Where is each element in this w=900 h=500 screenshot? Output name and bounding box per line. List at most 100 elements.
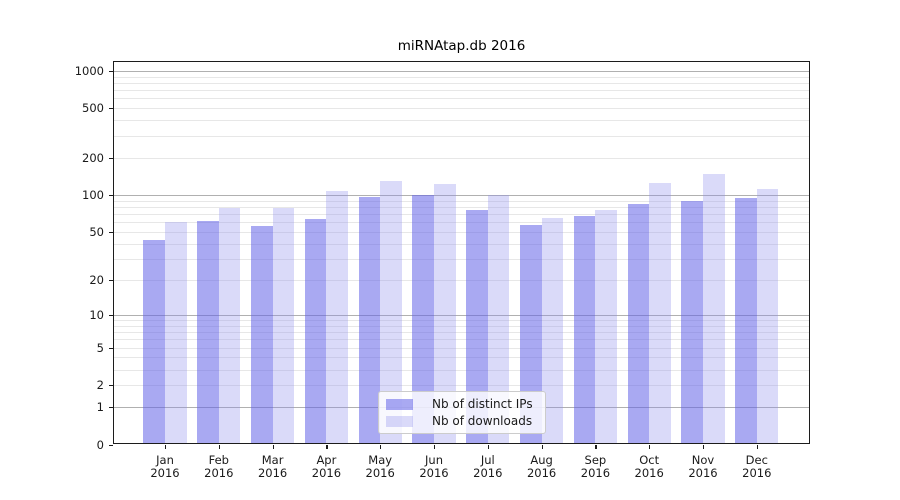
bar-downloads-may (380, 181, 402, 445)
x-axis-tick-label: Aug 2016 (526, 452, 557, 480)
y-axis-tick-label: 100 (82, 187, 104, 202)
minor-gridline (113, 339, 810, 341)
bar-downloads-oct (649, 183, 671, 445)
major-gridline (113, 70, 810, 72)
y-tick-mark (109, 108, 113, 110)
y-axis-tick-label: 5 (96, 340, 104, 355)
minor-gridline (113, 243, 810, 245)
x-axis-tick-label: Dec 2016 (742, 452, 772, 480)
minor-gridline (113, 206, 810, 208)
minor-gridline (113, 98, 810, 100)
major-gridline (113, 194, 810, 196)
bar-downloads-mar (272, 208, 295, 445)
minor-gridline (113, 279, 810, 281)
x-tick-mark (541, 444, 543, 449)
x-axis-tick-label: Apr 2016 (311, 452, 342, 480)
y-axis-tick-label: 10 (89, 307, 104, 322)
minor-gridline (113, 76, 810, 78)
y-tick-mark (109, 385, 113, 387)
minor-gridline (113, 157, 810, 159)
x-tick-mark (380, 444, 382, 449)
y-axis-tick-label: 1 (96, 400, 104, 414)
bar-distinct-ips-jul (466, 210, 488, 445)
y-tick-mark (109, 157, 113, 159)
x-axis-tick-label: Sep 2016 (580, 452, 611, 480)
minor-gridline (113, 258, 810, 260)
minor-gridline (113, 90, 810, 92)
x-axis-tick-label: Jul 2016 (473, 452, 503, 480)
x-axis-tick-label: Feb 2016 (204, 452, 234, 480)
minor-gridline (113, 82, 810, 84)
minor-gridline (113, 120, 810, 122)
bar-downloads-nov (703, 173, 725, 445)
x-axis-tick-label: Jan 2016 (150, 452, 180, 480)
x-tick-mark (165, 444, 167, 449)
y-tick-mark (109, 444, 113, 446)
bar-downloads-sep (595, 209, 618, 445)
bar-distinct-ips-jan (143, 239, 165, 445)
legend-label-distinct-ips: Nb of distinct IPs (432, 397, 533, 411)
bar-distinct-ips-apr (304, 218, 327, 445)
x-axis-tick-label: Oct 2016 (634, 452, 664, 480)
y-tick-mark (109, 347, 113, 349)
y-axis-tick-label: 500 (82, 101, 104, 116)
x-tick-mark (434, 444, 436, 449)
bar-distinct-ips-feb (197, 221, 219, 445)
y-tick-mark (109, 314, 113, 316)
y-tick-mark (109, 231, 113, 234)
bar-downloads-apr (326, 190, 349, 445)
x-axis-tick-label: Nov 2016 (688, 452, 718, 480)
x-tick-mark (703, 444, 705, 449)
bar-downloads-aug (541, 217, 564, 445)
bar-distinct-ips-mar (250, 225, 273, 445)
bar-distinct-ips-nov (681, 201, 703, 445)
legend-label-downloads: Nb of downloads (432, 414, 533, 428)
y-axis-tick-label: 20 (89, 272, 104, 287)
y-axis-tick-label: 1000 (74, 63, 104, 78)
minor-gridline (113, 108, 810, 110)
minor-gridline (113, 222, 810, 224)
bar-distinct-ips-jun (412, 195, 434, 445)
minor-gridline (113, 385, 810, 387)
y-axis-tick-label: 50 (89, 224, 104, 239)
y-tick-mark (109, 194, 113, 197)
x-tick-mark (272, 444, 274, 449)
bar-distinct-ips-may (358, 196, 381, 445)
bar-distinct-ips-aug (519, 224, 542, 445)
minor-gridline (113, 319, 810, 321)
y-tick-mark (109, 70, 113, 73)
minor-gridline (113, 332, 810, 334)
y-tick-mark (109, 279, 113, 282)
chart-title: miRNAtap.db 2016 (397, 38, 526, 54)
bar-downloads-dec (756, 189, 779, 445)
minor-gridline (113, 369, 810, 371)
bar-downloads-jul (487, 194, 510, 445)
minor-gridline (113, 347, 810, 349)
legend-entry-downloads: Nb of downloads (386, 414, 539, 428)
legend-swatch-distinct-ips (386, 398, 413, 410)
y-axis-tick-label: 2 (96, 378, 104, 393)
major-gridline (113, 314, 810, 316)
minor-gridline (113, 357, 810, 359)
legend-entry-distinct-ips: Nb of distinct IPs (386, 397, 539, 411)
minor-gridline (113, 200, 810, 202)
minor-gridline (113, 135, 810, 137)
x-tick-mark (487, 444, 489, 449)
bar-distinct-ips-dec (735, 197, 757, 445)
bar-downloads-jun (434, 184, 456, 445)
legend: Nb of distinct IPs Nb of downloads (378, 391, 546, 434)
x-axis-tick-label: May 2016 (365, 452, 395, 480)
plot-area (113, 61, 810, 444)
x-tick-mark (595, 444, 597, 449)
minor-gridline (113, 325, 810, 327)
minor-gridline (113, 231, 810, 233)
legend-swatch-downloads (386, 415, 413, 427)
bar-downloads-jan (165, 222, 187, 445)
bar-downloads-feb (218, 208, 241, 445)
bar-distinct-ips-oct (627, 203, 650, 445)
y-axis-tick-label: 200 (82, 150, 104, 165)
x-axis-tick-label: Jun 2016 (419, 452, 449, 480)
